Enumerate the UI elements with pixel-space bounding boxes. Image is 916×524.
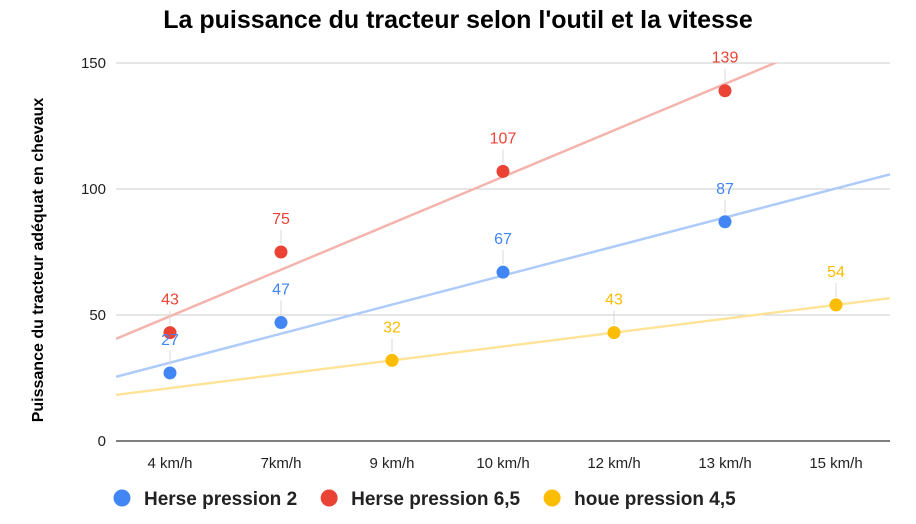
data-label: 67	[494, 231, 512, 248]
data-label: 27	[161, 332, 179, 349]
data-label: 87	[716, 181, 734, 198]
legend-label: houe pression 4,5	[574, 489, 736, 510]
data-point	[496, 265, 510, 279]
data-point	[829, 298, 843, 312]
x-tick-label: 12 km/h	[587, 455, 640, 472]
data-label: 54	[827, 264, 845, 281]
legend-marker	[320, 489, 338, 507]
x-tick-label: 9 km/h	[369, 455, 414, 472]
x-tick-label: 15 km/h	[809, 455, 862, 472]
data-point	[163, 326, 177, 340]
y-tick-label: 0	[98, 433, 106, 450]
x-tick-label: 13 km/h	[698, 455, 751, 472]
legend: Herse pression 2 Herse pression 6,5 houe p…	[113, 489, 736, 510]
data-point	[274, 316, 288, 330]
data-label: 107	[490, 130, 517, 147]
data-point	[496, 164, 510, 178]
data-point	[163, 366, 177, 380]
data-label: 32	[383, 319, 401, 336]
trendlines	[116, 63, 890, 397]
legend-label: Herse pression 6,5	[351, 489, 520, 510]
data-label: 139	[712, 50, 739, 67]
y-axis-label: Puissance du tracteur adéquat en chevaux	[30, 98, 47, 423]
y-tick-label: 100	[81, 181, 106, 198]
data-label: 47	[272, 282, 290, 299]
data-point	[274, 245, 288, 259]
x-axis-ticks: 4 km/h 7km/h 9 km/h 10 km/h 12 km/h 13 km/h 15…	[147, 455, 862, 472]
y-tick-label: 150	[81, 55, 106, 72]
legend-label: Herse pression 2	[144, 489, 297, 510]
data-point	[607, 326, 621, 340]
data-point	[718, 215, 732, 229]
data-label: 43	[161, 292, 179, 309]
x-tick-label: 7km/h	[261, 455, 302, 472]
data-label: 75	[272, 211, 290, 228]
data-points	[163, 84, 843, 380]
data-point	[385, 353, 399, 367]
data-point	[718, 84, 732, 98]
legend-marker	[113, 489, 131, 507]
data-labels: 27 47 67 87 43 75 107 139 32 43 54	[161, 50, 845, 365]
trendline	[116, 296, 890, 397]
x-tick-label: 10 km/h	[476, 455, 529, 472]
chart-title: La puissance du tracteur selon l'outil e…	[163, 6, 753, 34]
legend-marker	[543, 489, 561, 507]
y-axis-ticks: 0 50 100 150	[81, 55, 106, 450]
data-label: 43	[605, 292, 623, 309]
x-tick-label: 4 km/h	[147, 455, 192, 472]
y-tick-label: 50	[89, 307, 106, 324]
